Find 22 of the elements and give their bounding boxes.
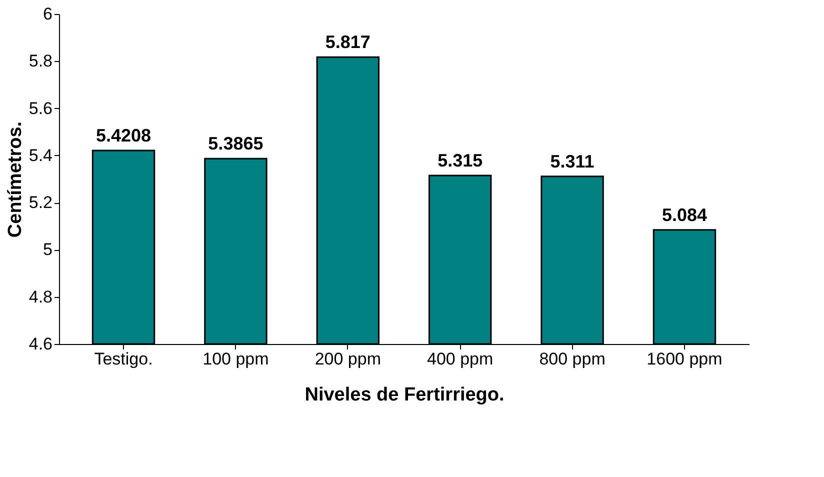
data-label: 5.315 [438, 150, 483, 170]
y-axis-title: Centímetros. [4, 121, 26, 238]
x-tick-label: 100 ppm [202, 350, 269, 368]
x-tick-label: 400 ppm [427, 350, 494, 368]
y-tick-label: 5 [43, 240, 52, 260]
y-tick-label: 4.6 [28, 334, 52, 354]
x-tick-label: 1600 ppm [646, 350, 722, 368]
data-label: 5.817 [325, 32, 370, 52]
x-tick-label: 200 ppm [314, 350, 381, 368]
x-tick-label: 800 ppm [539, 350, 606, 368]
x-tick-label: Testigo. [94, 350, 153, 368]
y-tick-label: 4.8 [28, 287, 52, 306]
data-label: 5.311 [550, 151, 594, 172]
x-axis-title: Niveles de Fertirriego. [304, 384, 504, 406]
data-label: 5.084 [662, 204, 708, 225]
y-tick-label: 5.4 [28, 146, 52, 165]
data-label: 5.3865 [208, 134, 264, 154]
y-tick-label: 5.2 [28, 193, 52, 212]
data-label: 5.4208 [96, 126, 152, 146]
y-tick-label: 5.8 [28, 52, 52, 71]
y-tick-label: 5.6 [28, 98, 52, 118]
y-tick-label: 6 [43, 4, 52, 24]
